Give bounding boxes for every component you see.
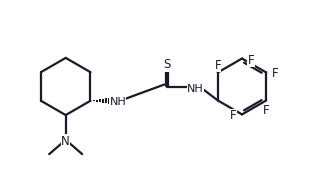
Text: F: F — [263, 104, 270, 117]
Text: F: F — [272, 68, 279, 80]
Text: N: N — [61, 135, 70, 148]
Text: F: F — [230, 109, 236, 122]
Text: F: F — [248, 54, 254, 66]
Text: S: S — [163, 58, 171, 71]
Text: NH: NH — [187, 84, 204, 94]
Text: NH: NH — [109, 97, 126, 107]
Text: F: F — [214, 59, 221, 72]
